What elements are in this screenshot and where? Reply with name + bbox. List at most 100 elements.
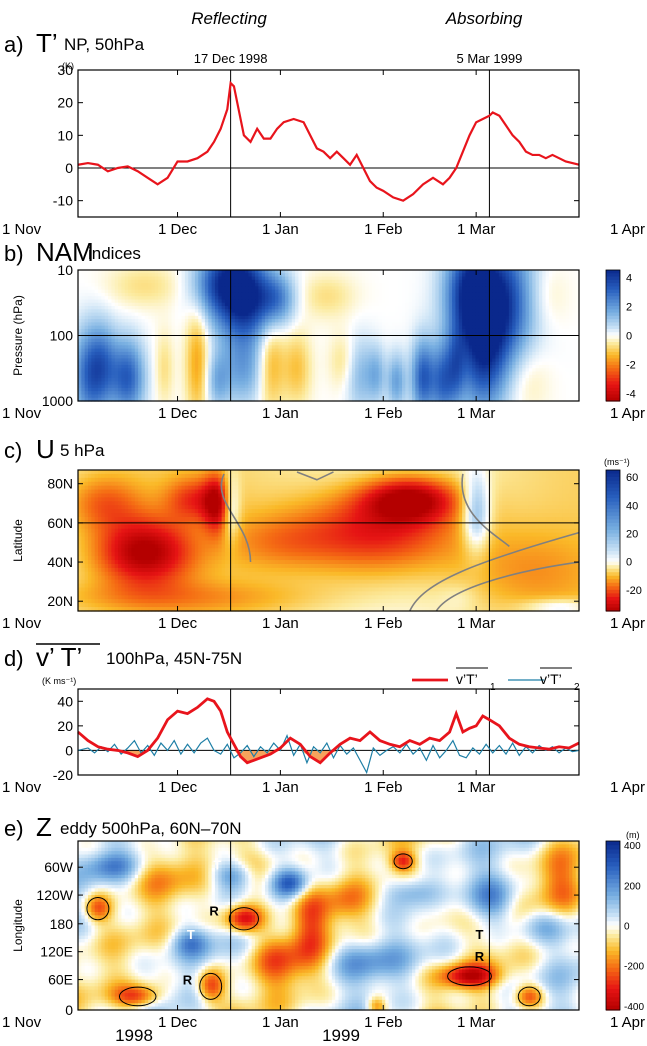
heat-cell: [452, 276, 457, 281]
heat-cell: [251, 279, 256, 284]
heat-cell: [398, 273, 403, 278]
heat-cell: [214, 289, 219, 294]
heat-cell: [375, 286, 380, 291]
heat-cell: [305, 283, 310, 287]
heat-cell: [361, 270, 366, 274]
heat-cell: [94, 286, 99, 291]
heat-cell: [538, 299, 543, 304]
heat-cell: [188, 292, 193, 297]
heat-cell: [345, 289, 350, 294]
heat-cell: [438, 302, 443, 307]
heat-cell: [174, 283, 179, 287]
heat-cell: [224, 270, 229, 274]
heat-cell: [495, 279, 500, 284]
heat-cell: [525, 286, 530, 291]
heat-cell: [295, 279, 300, 284]
heat-cell: [401, 276, 406, 281]
heat-cell: [94, 292, 99, 297]
heat-cell: [512, 286, 517, 291]
heat-cell: [505, 292, 510, 297]
heat-cell: [178, 292, 183, 297]
heat-cell: [171, 302, 176, 307]
heat-cell: [432, 276, 436, 281]
heat-cell: [271, 276, 276, 281]
heat-cell: [161, 299, 166, 304]
heat-cell: [565, 276, 570, 281]
heat-cell: [365, 279, 370, 284]
heat-cell: [391, 289, 396, 294]
heat-cell: [321, 270, 326, 274]
heat-cell: [194, 283, 199, 287]
heat-cell: [418, 273, 423, 278]
heat-cell: [555, 286, 560, 291]
heat-cell: [178, 289, 183, 294]
heat-cell: [358, 292, 363, 297]
heat-cell: [141, 296, 146, 301]
heat-cell: [231, 302, 236, 307]
heat-cell: [478, 299, 483, 304]
y-tick-label: 0: [65, 160, 73, 176]
heat-cell: [208, 286, 213, 291]
heat-cell: [335, 286, 340, 291]
heat-cell: [121, 283, 126, 287]
heat-cell: [275, 276, 279, 281]
heat-cell: [275, 279, 279, 284]
heat-cell: [184, 286, 189, 291]
heat-cell: [154, 276, 159, 281]
heat-cell: [301, 270, 306, 274]
heat-cell: [462, 296, 467, 301]
heat-cell: [488, 299, 493, 304]
heat-cell: [238, 292, 243, 297]
heat-cell: [138, 286, 143, 291]
heat-cell: [361, 286, 366, 291]
heat-cell: [148, 273, 153, 278]
heat-cell: [161, 283, 166, 287]
heat-cell: [351, 270, 356, 274]
heat-cell: [181, 279, 186, 284]
heat-cell: [194, 273, 199, 278]
heat-cell: [291, 270, 296, 274]
heat-cell: [475, 270, 480, 274]
heat-cell: [108, 283, 112, 287]
heat-cell: [248, 296, 253, 301]
heat-cell: [321, 283, 326, 287]
heat-cell: [555, 276, 560, 281]
heat-cell: [398, 286, 403, 291]
heat-cell: [418, 289, 423, 294]
heat-cell: [468, 270, 473, 274]
heat-cell: [365, 296, 370, 301]
heat-cell: [158, 270, 163, 274]
heat-cell: [188, 296, 193, 301]
heat-cell: [295, 276, 300, 281]
heat-cell: [395, 296, 400, 301]
heat-cell: [535, 283, 540, 287]
heat-cell: [395, 273, 400, 278]
heat-cell: [114, 276, 119, 281]
heat-cell: [311, 292, 316, 297]
heat-cell: [298, 279, 303, 284]
heat-cell: [98, 273, 102, 278]
heat-cell: [261, 283, 266, 287]
heat-cell: [391, 299, 396, 304]
heat-cell: [458, 302, 463, 307]
heat-cell: [101, 296, 106, 301]
heat-cell: [224, 299, 229, 304]
heat-cell: [391, 279, 396, 284]
heat-cell: [545, 279, 550, 284]
heat-cell: [188, 279, 193, 284]
heat-cell: [128, 299, 133, 304]
heat-cell: [485, 279, 490, 284]
heat-cell: [475, 292, 480, 297]
heat-cell: [138, 299, 143, 304]
heat-cell: [291, 296, 296, 301]
heat-cell: [335, 302, 340, 307]
heat-cell: [395, 270, 400, 274]
heat-cell: [281, 292, 286, 297]
heat-cell: [355, 279, 360, 284]
heat-cell: [418, 302, 423, 307]
heat-cell: [308, 273, 313, 278]
heat-cell: [321, 299, 326, 304]
heat-cell: [211, 302, 216, 307]
heat-cell: [315, 276, 320, 281]
